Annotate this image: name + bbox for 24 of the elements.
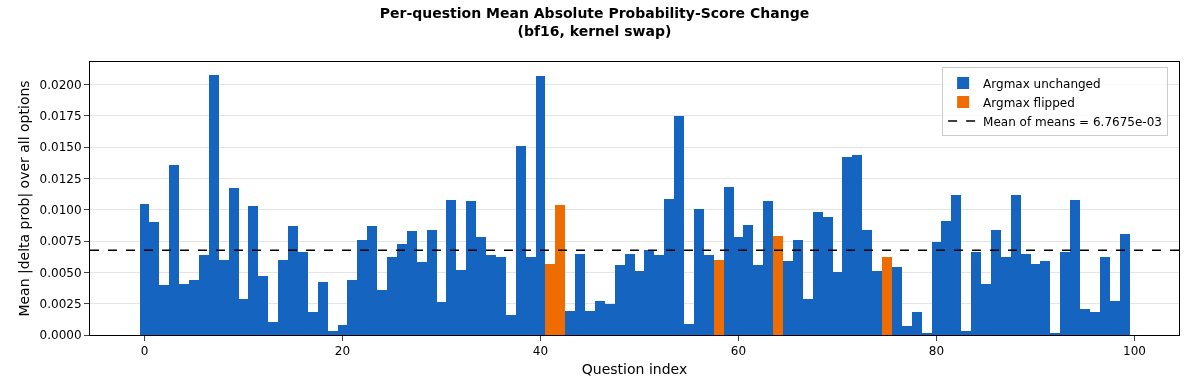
- y-axis-title: Mean |delta prob| over all options: [16, 80, 34, 317]
- x-axis-title: Question index: [581, 360, 688, 377]
- y-tick-label: 0.0050: [39, 265, 82, 280]
- y-tick-label: 0.0200: [39, 77, 82, 92]
- y-tick-label: 0.0150: [39, 140, 82, 155]
- y-tick-label: 0.0000: [39, 328, 82, 343]
- x-tick-label: 100: [1123, 344, 1146, 359]
- y-tick-label: 0.0125: [39, 171, 82, 186]
- chart-title: Per-question Mean Absolute Probability-Score Change (bf16, kernel swap): [379, 4, 810, 39]
- x-tick-label: 40: [532, 344, 549, 359]
- x-tick-label: 20: [334, 344, 351, 359]
- x-tick-label: 0: [140, 344, 149, 359]
- y-tick-label: 0.0100: [39, 202, 82, 217]
- x-tick-label: 80: [928, 344, 945, 359]
- y-tick-label: 0.0075: [39, 234, 82, 249]
- y-tick-label: 0.0025: [39, 296, 82, 311]
- legend-label: Mean of means = 6.7675e-03: [983, 114, 1162, 129]
- bar: [882, 257, 892, 335]
- bar: [714, 260, 724, 335]
- bar: [773, 236, 783, 335]
- y-tick-label: 0.0175: [39, 109, 82, 124]
- legend-label: Argmax flipped: [983, 95, 1075, 110]
- x-tick-label: 60: [730, 344, 747, 359]
- legend-label: Argmax unchanged: [983, 76, 1101, 91]
